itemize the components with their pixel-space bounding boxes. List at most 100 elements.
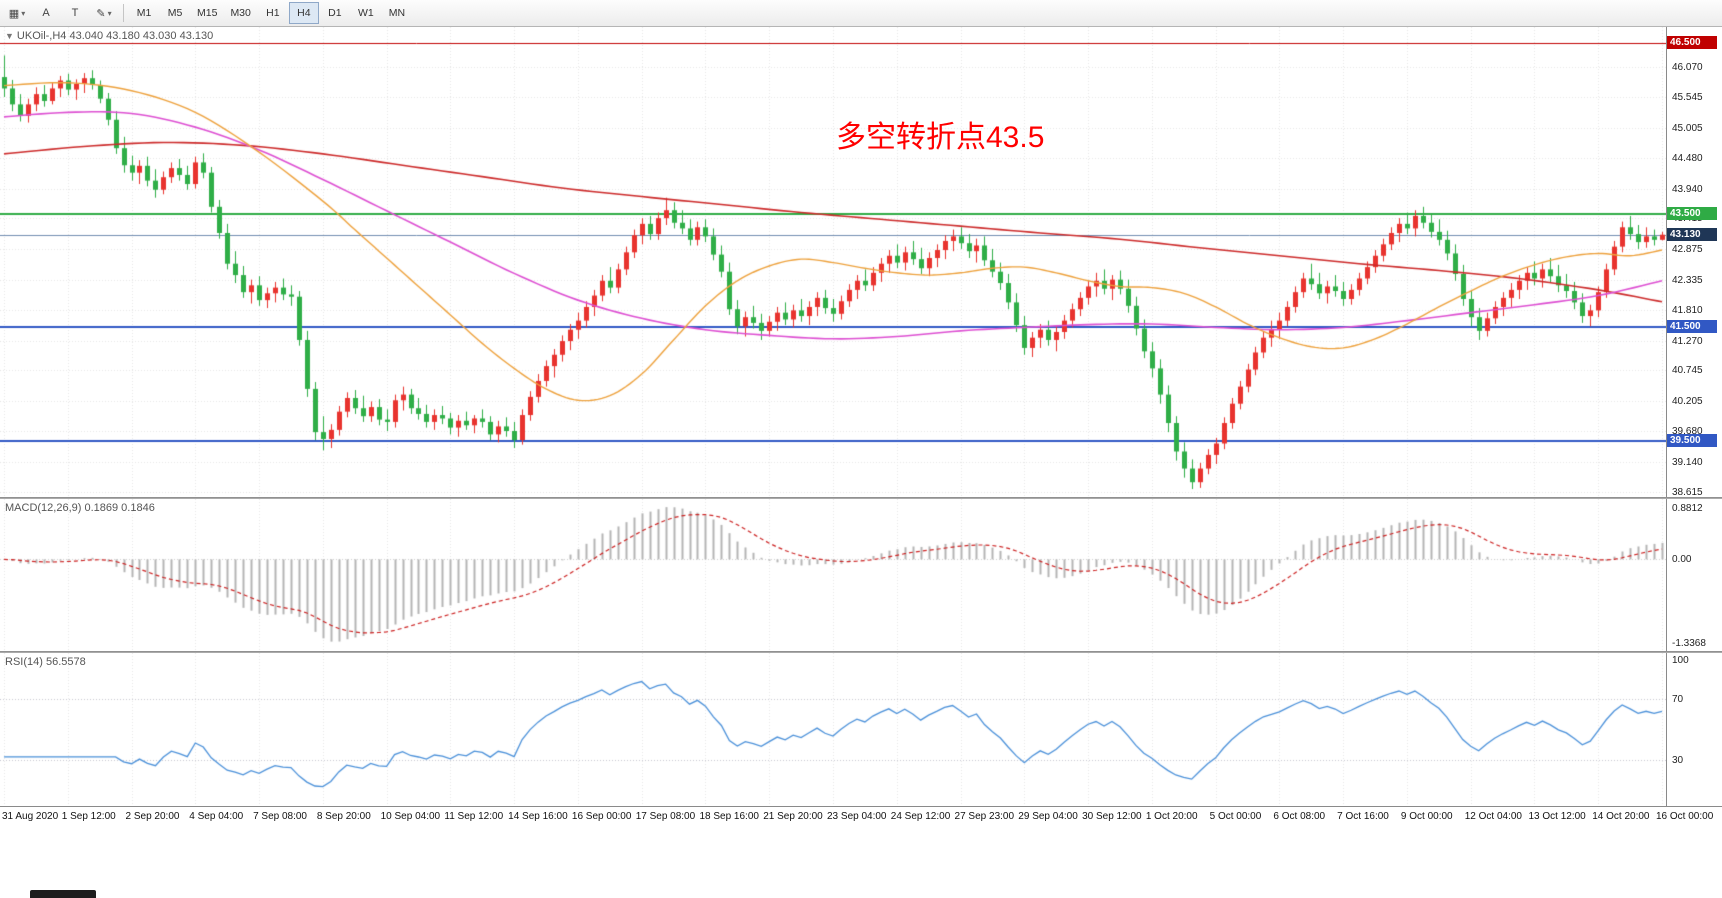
time-axis-label: 30 Sep 12:00 bbox=[1082, 811, 1142, 822]
dropdown-caret-icon: ▾ bbox=[21, 8, 26, 18]
time-axis-label: 7 Sep 08:00 bbox=[253, 811, 307, 822]
time-axis-label: 18 Sep 16:00 bbox=[699, 811, 759, 822]
time-axis-label: 5 Oct 00:00 bbox=[1209, 811, 1262, 822]
timeframe-button-m5[interactable]: M5 bbox=[167, 7, 183, 19]
chart-area: 46.07045.54545.00544.48043.94043.41542.8… bbox=[0, 27, 1722, 898]
rsi-pane: 100 70 30 RSI(14) 56.5578 bbox=[0, 653, 1722, 806]
price-tick-label: 39.680 bbox=[1672, 425, 1703, 437]
timeframe-button-d1[interactable]: D1 bbox=[328, 7, 342, 19]
price-tick-label: 40.745 bbox=[1672, 365, 1703, 377]
chart-layout-button[interactable]: ▦ ▾ bbox=[3, 2, 31, 24]
time-axis-label: 14 Sep 16:00 bbox=[508, 811, 568, 822]
toolbar-separator bbox=[123, 4, 124, 22]
timeframe-button-mn[interactable]: MN bbox=[388, 7, 406, 19]
rsi-scale[interactable]: 100 70 30 bbox=[1666, 653, 1722, 806]
price-tick-label: 45.005 bbox=[1672, 122, 1703, 134]
rsi-title: RSI(14) 56.5578 bbox=[5, 656, 86, 668]
timeframe-button-h1[interactable]: H1 bbox=[266, 7, 280, 19]
time-axis-label: 9 Oct 00:00 bbox=[1400, 811, 1453, 822]
price-badge-39.500: 39.500 bbox=[1667, 434, 1717, 448]
toolbar: ▦ ▾ A T ✎ ▾ M1 M5 M15 M30 H1 H4 D1 W1 MN bbox=[0, 0, 1722, 27]
price-tick-label: 41.270 bbox=[1672, 335, 1703, 347]
price-badge-43.500: 43.500 bbox=[1667, 206, 1717, 220]
text-box-button[interactable]: T bbox=[61, 2, 89, 24]
time-axis-label: 24 Sep 12:00 bbox=[890, 811, 951, 822]
time-axis-label: 1 Oct 20:00 bbox=[1145, 811, 1198, 822]
timeframe-button-m1[interactable]: M1 bbox=[136, 7, 152, 19]
time-axis-label: 16 Sep 00:00 bbox=[571, 811, 632, 822]
macd-canvas[interactable] bbox=[0, 499, 1666, 651]
macd-tick-label: -1.3368 bbox=[1672, 638, 1706, 649]
time-axis-label: 2 Sep 20:00 bbox=[125, 811, 180, 822]
rsi-canvas[interactable] bbox=[0, 653, 1666, 806]
price-tick-label: 38.615 bbox=[1672, 486, 1703, 497]
draw-tools-button[interactable]: ✎ ▾ bbox=[90, 2, 118, 24]
letter-a-icon: A bbox=[42, 7, 50, 19]
collapse-arrow-icon[interactable]: ▼ bbox=[5, 31, 14, 41]
price-tick-label: 46.070 bbox=[1672, 62, 1703, 74]
time-axis-label: 7 Oct 16:00 bbox=[1337, 811, 1389, 822]
time-axis-label: 23 Sep 04:00 bbox=[827, 811, 887, 822]
timeframe-button-h4[interactable]: H4 bbox=[288, 2, 319, 24]
price-tick-label: 43.940 bbox=[1672, 183, 1703, 195]
time-axis-label: 6 Oct 08:00 bbox=[1273, 811, 1326, 822]
price-tick-label: 41.810 bbox=[1672, 304, 1703, 316]
time-axis-label: 17 Sep 08:00 bbox=[635, 811, 696, 822]
bottom-filler bbox=[0, 827, 1722, 898]
rsi-tick-label: 70 bbox=[1672, 693, 1684, 705]
macd-label: MACD(12,26,9) bbox=[5, 502, 82, 514]
chart-title: ▼ UKOil-,H4 43.040 43.180 43.030 43.130 bbox=[5, 30, 213, 42]
time-axis-label: 13 Oct 12:00 bbox=[1528, 811, 1586, 822]
macd-tick-label: 0.00 bbox=[1672, 554, 1692, 566]
chart-annotation-text[interactable]: 多空转折点43.5 bbox=[836, 121, 1045, 154]
taskbar-fragment bbox=[30, 890, 96, 898]
time-axis-label: 8 Sep 20:00 bbox=[316, 811, 371, 822]
time-axis[interactable]: 31 Aug 2020 1 Sep 12:00 2 Sep 20:00 4 Sep 0… bbox=[0, 806, 1722, 827]
macd-title: MACD(12,26,9) 0.1869 0.1846 bbox=[5, 502, 155, 514]
price-tick-label: 42.875 bbox=[1672, 244, 1703, 256]
macd-tick-label: 0.8812 bbox=[1672, 503, 1703, 514]
price-chart-canvas[interactable] bbox=[0, 27, 1666, 497]
rsi-label: RSI(14) bbox=[5, 656, 43, 668]
rsi-tick-label: 100 bbox=[1672, 655, 1689, 666]
text-annotation-button[interactable]: A bbox=[32, 2, 60, 24]
dropdown-caret-icon: ▾ bbox=[107, 8, 112, 18]
timeframe-button-group: M1 M5 M15 M30 H1 H4 D1 W1 MN bbox=[129, 2, 412, 24]
price-tick-label: 40.205 bbox=[1672, 396, 1703, 408]
time-axis-label: 4 Sep 04:00 bbox=[189, 811, 244, 822]
rsi-tick-label: 30 bbox=[1672, 755, 1684, 767]
price-badge-41.500: 41.500 bbox=[1667, 320, 1717, 334]
timeframe-button-m30[interactable]: M30 bbox=[230, 7, 251, 19]
time-axis-label: 1 Sep 12:00 bbox=[61, 811, 116, 822]
time-axis-label: 10 Sep 04:00 bbox=[380, 811, 441, 822]
price-pane: 46.07045.54545.00544.48043.94043.41542.8… bbox=[0, 27, 1722, 497]
pane-splitter[interactable] bbox=[0, 651, 1722, 653]
current-price-badge: 43.130 bbox=[1667, 227, 1717, 241]
time-axis-label: 16 Oct 00:00 bbox=[1656, 811, 1714, 822]
pane-splitter[interactable] bbox=[0, 497, 1722, 499]
macd-values: 0.1869 0.1846 bbox=[84, 502, 155, 514]
price-tick-label: 39.140 bbox=[1672, 456, 1703, 468]
price-tick-label: 45.545 bbox=[1672, 92, 1703, 104]
time-axis-label: 31 Aug 2020 bbox=[2, 811, 59, 822]
chart-layout-icon: ▦ bbox=[8, 7, 20, 20]
price-scale[interactable]: 46.07045.54545.00544.48043.94043.41542.8… bbox=[1666, 27, 1722, 497]
time-axis-label: 21 Sep 20:00 bbox=[763, 811, 823, 822]
pencil-icon: ✎ bbox=[96, 7, 106, 20]
time-axis-label: 29 Sep 04:00 bbox=[1018, 811, 1078, 822]
time-axis-label: 14 Oct 20:00 bbox=[1592, 811, 1650, 822]
letter-t-icon: T bbox=[71, 7, 79, 19]
macd-scale[interactable]: 0.8812 0.00 -1.3368 bbox=[1666, 499, 1722, 651]
price-tick-label: 42.335 bbox=[1672, 274, 1703, 286]
timeframe-button-w1[interactable]: W1 bbox=[358, 7, 374, 19]
price-tick-label: 44.480 bbox=[1672, 152, 1703, 164]
time-axis-label: 27 Sep 23:00 bbox=[954, 811, 1015, 822]
time-axis-label: 12 Oct 04:00 bbox=[1464, 811, 1522, 822]
time-axis-label: 11 Sep 12:00 bbox=[444, 811, 504, 822]
price-badge-46.500: 46.500 bbox=[1667, 35, 1717, 49]
timeframe-button-m15[interactable]: M15 bbox=[197, 7, 218, 19]
macd-pane: 0.8812 0.00 -1.3368 MACD(12,26,9) 0.1869 0… bbox=[0, 499, 1722, 651]
rsi-value: 56.5578 bbox=[45, 656, 86, 668]
tool-button-group: ▦ ▾ A T ✎ ▾ bbox=[3, 2, 118, 24]
